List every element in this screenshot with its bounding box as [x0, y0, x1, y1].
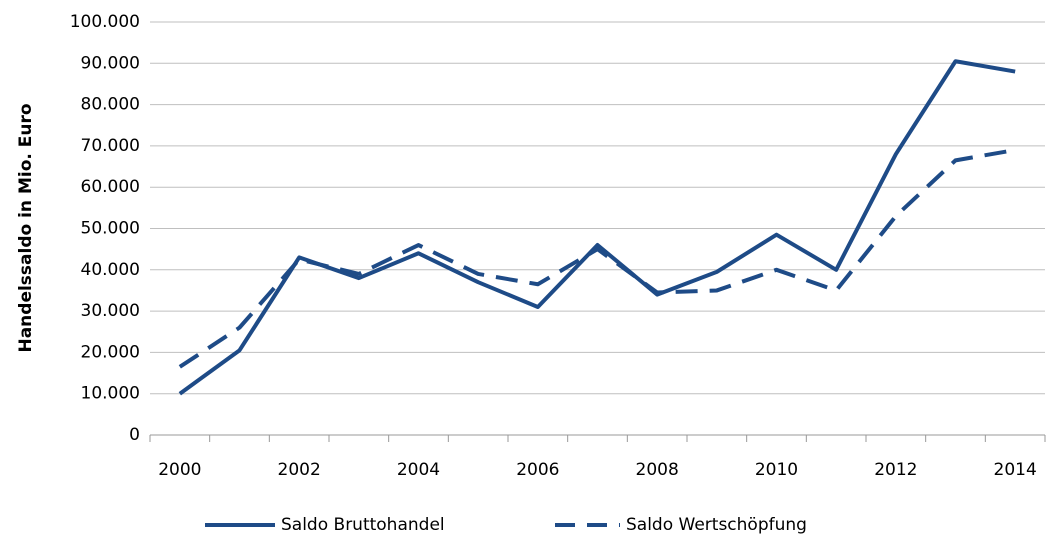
y-tick-label: 30.000	[81, 301, 140, 321]
y-tick-label: 20.000	[81, 342, 140, 362]
y-tick-label: 40.000	[81, 260, 140, 280]
x-tick-label: 2006	[516, 460, 559, 480]
y-tick-label: 60.000	[81, 177, 140, 197]
y-tick-label: 100.000	[70, 12, 140, 32]
y-tick-label: 90.000	[81, 53, 140, 73]
y-tick-label: 70.000	[81, 136, 140, 156]
data-line	[178, 59, 1016, 396]
x-tick-label: 2010	[755, 460, 798, 480]
legend-label: Saldo Wertschöpfung	[626, 515, 807, 535]
y-tick-label: 10.000	[81, 384, 140, 404]
x-tick-label: 2004	[397, 460, 440, 480]
y-tick-label: 50.000	[81, 219, 140, 239]
data-line	[178, 148, 1016, 369]
x-tick-label: 2000	[158, 460, 201, 480]
x-tick-label: 2008	[636, 460, 679, 480]
x-tick-label: 2012	[874, 460, 917, 480]
y-tick-label: 80.000	[81, 95, 140, 115]
y-tick-label: 0	[129, 425, 140, 445]
x-tick-label: 2002	[278, 460, 321, 480]
y-axis-label: Handelssaldo in Mio. Euro	[16, 103, 36, 352]
x-tick-label: 2014	[994, 460, 1037, 480]
legend-label: Saldo Bruttohandel	[281, 515, 445, 535]
